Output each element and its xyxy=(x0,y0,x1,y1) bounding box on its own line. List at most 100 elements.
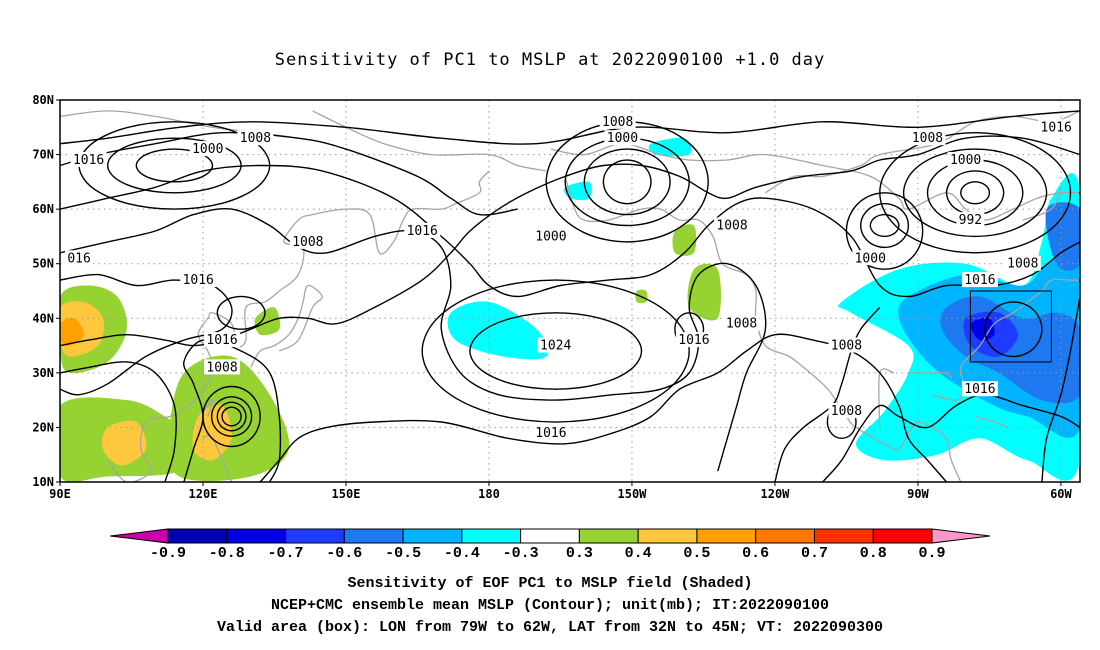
contour-label: 1016 xyxy=(532,424,569,441)
map-title: Sensitivity of PC1 to MSLP at 2022090100… xyxy=(274,50,826,70)
colorbar-arrow-right xyxy=(931,528,991,544)
contour-label: 1016 xyxy=(961,272,998,288)
colorbar-arrow-left xyxy=(109,528,169,544)
contour-label-text: 1008 xyxy=(292,235,323,250)
contour-label: 992 xyxy=(956,212,985,228)
contour-label: 1008 xyxy=(204,359,241,375)
closed-isobar xyxy=(216,295,266,330)
contour-label-bg xyxy=(1004,255,1041,271)
contour-label-text: 016 xyxy=(67,251,90,266)
contour-label: 1016 xyxy=(961,381,998,397)
colorbar-box xyxy=(637,528,698,544)
latitude-labels: 80N 70N 60N 50N 40N 30N 20N 10N xyxy=(32,93,60,489)
colorbar: -0.9 -0.8 -0.7 -0.6 -0.5 -0.4 -0.3 0.3 0.4 0.5 0.6… xyxy=(109,528,991,562)
closed-isobar xyxy=(421,279,690,423)
lat-label: 10N xyxy=(32,475,54,489)
colorbar-box xyxy=(520,528,580,544)
contour-label-text: 1016 xyxy=(407,224,438,239)
footer-line-2: NCEP+CMC ensemble mean MSLP (Contour); u… xyxy=(270,597,830,614)
contour-label-bg xyxy=(723,315,760,331)
shading-region xyxy=(648,137,692,157)
contour-label-bg xyxy=(947,152,984,168)
contour-label: 1008 xyxy=(828,403,865,419)
coastline xyxy=(202,399,214,417)
contour-label-bg xyxy=(532,424,569,440)
contour-label-bg xyxy=(237,130,274,146)
colorbar-box xyxy=(461,528,522,544)
contour-label-text: 1008 xyxy=(831,339,862,354)
contour-label-bg xyxy=(532,228,569,244)
shading-region xyxy=(1045,202,1080,271)
colorbar-tick-label: 0.3 xyxy=(566,545,593,562)
contour-label-text: 1000 xyxy=(855,251,886,266)
colorbar-box xyxy=(226,528,287,544)
colorbar-box xyxy=(402,528,463,544)
contour-label-text: 1008 xyxy=(240,131,271,146)
contour-label-text: 992 xyxy=(959,213,982,228)
coastline xyxy=(550,143,1080,221)
colorbar-box xyxy=(813,528,874,544)
lon-label: 150W xyxy=(618,487,648,501)
contour-label: 1024 xyxy=(537,337,574,354)
mslp-contours xyxy=(60,110,1080,482)
longitude-labels: 90E 120E 150E 180 150W 120W 90W 60W xyxy=(49,482,1073,501)
colorbar-box xyxy=(755,528,815,544)
coastline xyxy=(250,284,323,368)
closed-isobar xyxy=(602,159,652,205)
closed-isobar xyxy=(859,203,910,248)
closed-isobar xyxy=(960,181,991,205)
contour-label: 1008 xyxy=(714,217,751,234)
coastline xyxy=(908,371,952,379)
contour-label-text: 1008 xyxy=(726,317,757,332)
isobar xyxy=(1041,296,1080,482)
colorbar-tick-label: -0.3 xyxy=(503,545,539,562)
contour-label-text: 1008 xyxy=(831,404,862,419)
colorbar-tick-label: 0.7 xyxy=(801,545,828,562)
isobar xyxy=(60,361,177,482)
contour-label-bg xyxy=(909,130,946,146)
shading-region xyxy=(672,224,697,256)
contour-label-text: 1016 xyxy=(1041,120,1072,135)
contour-label-text: 1000 xyxy=(607,131,638,146)
lat-label: 20N xyxy=(32,420,54,434)
coastline xyxy=(107,170,490,482)
closed-isobar xyxy=(902,148,1048,238)
contour-label-bg xyxy=(961,381,998,397)
lat-label: 50N xyxy=(32,257,54,271)
contour-label-bg xyxy=(852,250,889,266)
contour-label-bg xyxy=(828,403,865,419)
contour-label-bg xyxy=(604,130,641,146)
colorbar-tick-label: -0.6 xyxy=(326,545,362,562)
colorbar-box xyxy=(872,528,933,544)
valid-area-rectangle xyxy=(969,290,1052,363)
colorbar-tick-label: 0.6 xyxy=(742,545,769,562)
shading-region xyxy=(687,263,722,321)
lon-label: 150E xyxy=(332,487,361,501)
closed-isobar xyxy=(210,396,253,437)
contour-label-text: 1000 xyxy=(535,229,566,244)
contour-label: 1008 xyxy=(289,233,326,250)
footer-line-3: Valid area (box): LON from 79W to 62W, L… xyxy=(216,619,884,636)
closed-isobar xyxy=(926,159,1024,227)
contour-label: 1008 xyxy=(723,315,760,332)
lat-label: 80N xyxy=(32,93,54,107)
closed-isobar xyxy=(983,301,1043,358)
contour-label: 1000 xyxy=(852,250,889,266)
colorbar-tick-label: -0.8 xyxy=(209,545,245,562)
closed-isobar xyxy=(845,192,924,270)
colorbar-tick-label: -0.5 xyxy=(385,545,421,562)
contour-label: 1000 xyxy=(189,141,226,157)
contour-label: 1008 xyxy=(599,113,636,130)
contour-label: 1016 xyxy=(204,332,241,348)
colorbar-box xyxy=(167,528,228,544)
colorbar-box xyxy=(578,528,639,544)
shading-region xyxy=(970,317,995,341)
lon-label: 90E xyxy=(49,487,71,501)
contour-label: 1016 xyxy=(675,332,712,348)
closed-isobar xyxy=(202,385,261,448)
lat-label: 70N xyxy=(32,148,54,162)
shading-region xyxy=(447,301,549,360)
